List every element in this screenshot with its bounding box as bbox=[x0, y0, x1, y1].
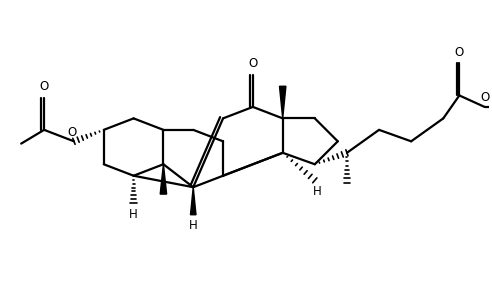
Text: O: O bbox=[455, 46, 464, 59]
Text: H: H bbox=[129, 208, 138, 221]
Text: O: O bbox=[67, 126, 76, 138]
Text: H: H bbox=[313, 185, 321, 198]
Text: O: O bbox=[248, 57, 257, 70]
Polygon shape bbox=[279, 86, 286, 118]
Polygon shape bbox=[160, 164, 167, 194]
Text: H: H bbox=[189, 219, 198, 232]
Text: O: O bbox=[480, 91, 489, 104]
Polygon shape bbox=[190, 187, 196, 215]
Text: O: O bbox=[39, 80, 49, 93]
